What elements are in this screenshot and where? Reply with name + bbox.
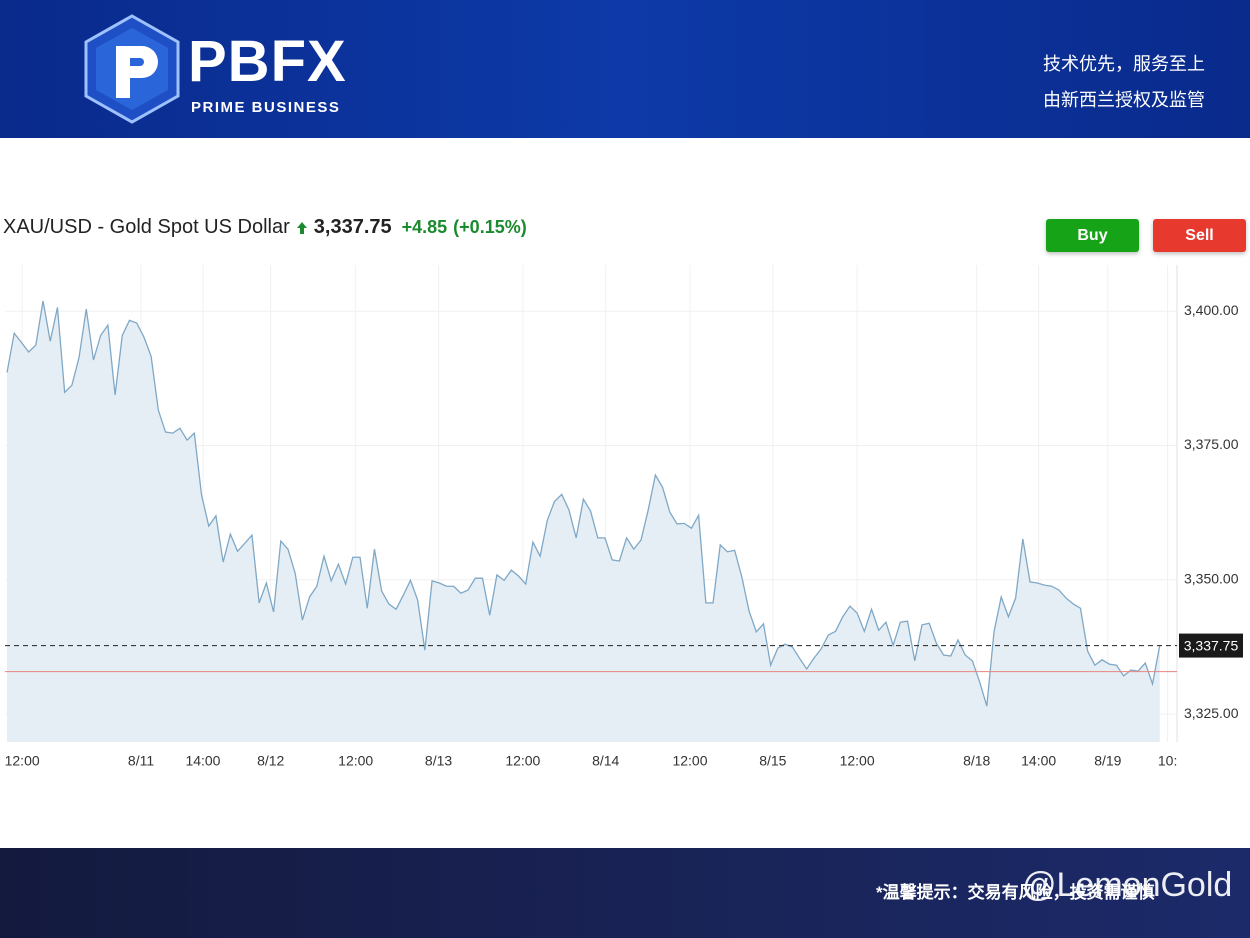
x-tick-label: 8/14 <box>592 753 619 769</box>
price-box <box>1179 633 1243 658</box>
price: 3,337.75 <box>313 216 392 238</box>
y-tick-label: 3,375.00 <box>1184 436 1239 452</box>
slogan: 由新西兰授权及监管 <box>1043 90 1205 110</box>
sell-button[interactable]: Sell <box>1153 219 1246 252</box>
price-box-label: 3,337.75 <box>1184 637 1239 653</box>
x-tick-label: 12:00 <box>840 753 875 769</box>
x-tick-label: 8/19 <box>1094 753 1121 769</box>
x-tick-label: 8/12 <box>257 753 284 769</box>
x-tick-label: 8/15 <box>759 753 786 769</box>
brand-sub: PRIME BUSINESS <box>191 99 341 116</box>
notice: *温馨提示：交易有风险，投资需谨慎 <box>876 883 1155 902</box>
area <box>7 300 1160 742</box>
line <box>6 300 1161 707</box>
x-tick-label: 8/18 <box>963 753 990 769</box>
x-tick-label: 14:00 <box>1021 753 1056 769</box>
footer: *温馨提示：交易有风险，投资需谨慎 @LemonGold <box>0 848 1250 938</box>
y-tick-label: 3,400.00 <box>1184 302 1239 318</box>
chart: 3,325.00 3,350.00 3,375.00 3,400.00 12:00 8/1… <box>5 265 1243 769</box>
x-tick-label: 14:00 <box>185 753 220 769</box>
logo-icon <box>84 14 180 124</box>
buy-button[interactable]: Buy <box>1046 219 1139 252</box>
watermark: @LemonGold <box>1022 866 1233 904</box>
x-tick-label: 10: <box>1158 753 1177 769</box>
quote-line: XAU/USD - Gold Spot US Dollar 3,337.75 +… <box>3 216 527 239</box>
x-tick-label: 12:00 <box>672 753 707 769</box>
x-tick-label: 12:00 <box>338 753 373 769</box>
x-tick-label: 8/11 <box>128 753 154 769</box>
change: +4.85 <box>401 217 448 237</box>
x-tick-label: 12:00 <box>505 753 540 769</box>
y-tick-label: 3,325.00 <box>1184 705 1239 721</box>
y-tick-label: 3,350.00 <box>1184 570 1239 586</box>
slogan: 技术优先，服务至上 <box>1043 54 1205 74</box>
x-tick-label: 8/13 <box>425 753 452 769</box>
header: PBFX PRIME BUSINESS 技术优先，服务至上 由新西兰授权及监管 <box>0 0 1250 138</box>
up-arrow <box>296 221 307 234</box>
brand: PBFX <box>188 29 347 94</box>
change-pct: (+0.15%) <box>453 217 527 237</box>
x-tick-label: 12:00 <box>5 753 40 769</box>
chart-title: XAU/USD - Gold Spot US Dollar <box>3 216 290 238</box>
